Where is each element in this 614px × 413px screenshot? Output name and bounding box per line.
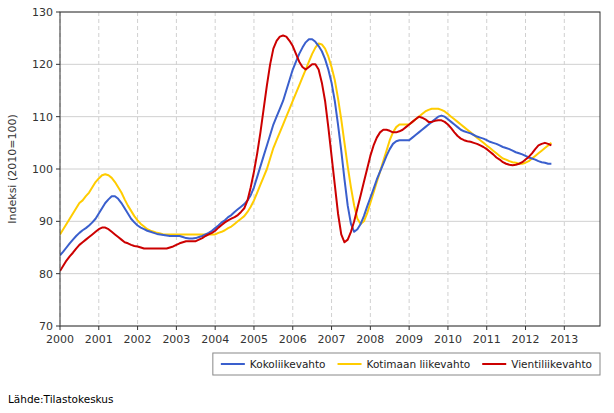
y-tick bbox=[56, 326, 60, 327]
legend-box bbox=[213, 353, 600, 375]
x-tick bbox=[564, 326, 565, 330]
x-tick bbox=[486, 326, 487, 330]
x-tick-label: 2011 bbox=[473, 333, 501, 346]
y-grid-line bbox=[60, 221, 600, 222]
y-tick bbox=[56, 12, 60, 13]
y-tick bbox=[56, 169, 60, 170]
legend-swatch bbox=[221, 363, 245, 365]
background bbox=[0, 0, 614, 413]
series-line bbox=[60, 39, 551, 255]
y-tick-label: 80 bbox=[39, 268, 53, 281]
chart: 70 80 90 100 110 120 130 2000 2001 2002 2003 2004 20… bbox=[0, 0, 614, 413]
x-tick bbox=[137, 326, 138, 330]
x-tick bbox=[60, 326, 61, 330]
y-axis-label: Indeksi (2010=100) bbox=[6, 114, 19, 223]
series-line bbox=[60, 43, 551, 234]
x-tick bbox=[176, 326, 177, 330]
y-grid-line bbox=[60, 169, 600, 170]
y-tick bbox=[56, 64, 60, 65]
legend-label: Kotimaan liikevahto bbox=[367, 358, 471, 370]
series-line bbox=[60, 36, 551, 271]
x-grid-line bbox=[564, 12, 565, 326]
y-tick-label: 130 bbox=[32, 6, 53, 19]
x-grid-line bbox=[98, 12, 99, 326]
legend-swatch bbox=[482, 363, 506, 365]
x-grid-line bbox=[331, 12, 332, 326]
x-tick-label: 2010 bbox=[434, 333, 462, 346]
source-note: Lähde:Tilastokeskus bbox=[8, 393, 114, 405]
x-grid-line bbox=[370, 12, 371, 326]
x-tick-label: 2008 bbox=[356, 333, 384, 346]
x-grid-line bbox=[137, 12, 138, 326]
y-tick bbox=[56, 116, 60, 117]
x-tick bbox=[215, 326, 216, 330]
legend-label: Vientiliikevahto bbox=[511, 358, 592, 370]
x-tick bbox=[292, 326, 293, 330]
y-grid-line bbox=[60, 116, 600, 117]
x-tick bbox=[447, 326, 448, 330]
x-tick-label: 2012 bbox=[512, 333, 540, 346]
x-grid-line bbox=[176, 12, 177, 326]
x-tick-label: 2001 bbox=[85, 333, 113, 346]
x-tick bbox=[98, 326, 99, 330]
x-tick-label: 2002 bbox=[124, 333, 152, 346]
x-tick bbox=[253, 326, 254, 330]
x-tick bbox=[525, 326, 526, 330]
x-tick-label: 2004 bbox=[201, 333, 229, 346]
y-tick bbox=[56, 273, 60, 274]
x-tick bbox=[409, 326, 410, 330]
x-tick bbox=[370, 326, 371, 330]
y-tick-label: 90 bbox=[39, 215, 53, 228]
x-tick bbox=[331, 326, 332, 330]
axes: 70 80 90 100 110 120 130 2000 2001 2002 2003 2004 20… bbox=[32, 6, 578, 346]
legend: Kokoliikevahto Kotimaan liikevahto Vientil… bbox=[213, 353, 600, 375]
lines bbox=[60, 36, 551, 271]
y-tick-label: 110 bbox=[32, 111, 53, 124]
y-tick-label: 120 bbox=[32, 58, 53, 71]
y-tick-label: 70 bbox=[39, 320, 53, 333]
x-tick-label: 2003 bbox=[162, 333, 190, 346]
x-grid-line bbox=[215, 12, 216, 326]
x-grid-line bbox=[292, 12, 293, 326]
x-tick-label: 2009 bbox=[395, 333, 423, 346]
x-tick-label: 2006 bbox=[279, 333, 307, 346]
x-grid-line bbox=[447, 12, 448, 326]
x-tick-label: 2000 bbox=[46, 333, 74, 346]
x-grid-line bbox=[409, 12, 410, 326]
y-tick-label: 100 bbox=[32, 163, 53, 176]
y-tick bbox=[56, 221, 60, 222]
x-grid-line bbox=[486, 12, 487, 326]
y-grid-line bbox=[60, 273, 600, 274]
legend-label: Kokoliikevahto bbox=[250, 358, 326, 370]
x-tick-label: 2007 bbox=[318, 333, 346, 346]
legend-swatch bbox=[338, 363, 362, 365]
grid bbox=[60, 12, 600, 326]
plot-frame bbox=[60, 12, 600, 326]
x-grid-line bbox=[525, 12, 526, 326]
x-tick-label: 2013 bbox=[550, 333, 578, 346]
x-tick-label: 2005 bbox=[240, 333, 268, 346]
